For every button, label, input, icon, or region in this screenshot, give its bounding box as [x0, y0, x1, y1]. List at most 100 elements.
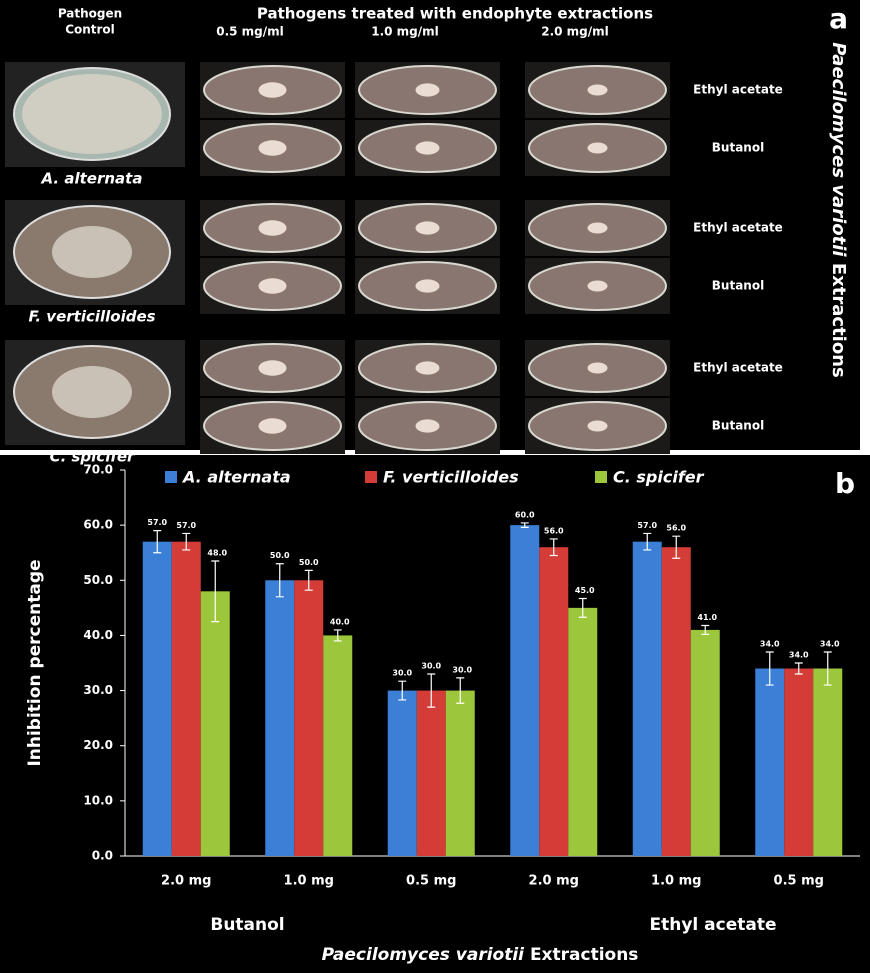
value-label: 34.0 — [760, 639, 780, 648]
error-bar — [304, 569, 313, 591]
bar — [171, 541, 201, 856]
colony — [587, 84, 608, 96]
colony — [415, 221, 440, 235]
colony — [415, 419, 440, 433]
legend-label: A. alternata — [181, 468, 291, 487]
error-bar — [765, 651, 774, 686]
panel-letter: a — [829, 2, 848, 35]
pathogen-name: C. spicifer — [50, 448, 136, 466]
error-bar — [398, 680, 407, 701]
pathogen-name: F. verticilloides — [28, 308, 155, 326]
colony — [258, 278, 287, 294]
value-label: 57.0 — [147, 518, 167, 527]
colony — [587, 222, 608, 234]
x-tick-label: 0.5 mg — [406, 874, 456, 889]
value-label: 57.0 — [176, 521, 196, 530]
value-label: 41.0 — [697, 613, 717, 622]
bar — [568, 607, 598, 856]
error-bar — [701, 624, 710, 635]
colony — [587, 362, 608, 374]
value-label: 40.0 — [330, 617, 350, 626]
error-bar — [456, 677, 465, 704]
bar — [510, 525, 540, 856]
error-bar — [549, 538, 558, 557]
colony — [258, 418, 287, 434]
control-colony — [52, 226, 132, 278]
bar — [323, 635, 353, 856]
concentration-label: 1.0 mg/ml — [371, 25, 439, 39]
x-tick-label: 1.0 mg — [651, 874, 701, 889]
y-tick-label: 0.0 — [92, 849, 113, 863]
x-axis-title: Paecilomyces variotii Extractions — [322, 945, 639, 965]
x-axis-title-italic: Paecilomyces variotii — [322, 945, 526, 965]
value-label: 56.0 — [666, 524, 686, 533]
side-title-rest: Extractions — [828, 263, 849, 378]
error-bar — [182, 532, 191, 551]
panel-b: b Inhibition percentage Paecilomyces var… — [25, 463, 860, 965]
bar — [142, 541, 172, 856]
x-tick-label: 2.0 mg — [529, 874, 579, 889]
colony — [258, 220, 287, 236]
colony — [258, 140, 287, 156]
value-label: 60.0 — [515, 510, 535, 519]
bar — [265, 580, 295, 856]
panel-header: Pathogens treated with endophyte extract… — [257, 5, 653, 23]
error-bar — [153, 530, 162, 554]
x-axis-title-rest: Extractions — [530, 945, 639, 965]
colony — [587, 420, 608, 432]
control-colony — [22, 74, 162, 154]
error-bar — [520, 522, 529, 528]
bar — [445, 690, 475, 856]
value-label: 50.0 — [299, 558, 319, 567]
error-bar — [794, 662, 803, 675]
legend-swatch — [165, 471, 177, 483]
treatment-label: Ethyl acetate — [693, 83, 783, 97]
value-label: 57.0 — [637, 521, 657, 530]
colony — [415, 279, 440, 293]
error-bar — [427, 673, 436, 708]
error-bar — [672, 535, 681, 559]
treatment-label: Butanol — [712, 279, 764, 293]
error-bar — [643, 532, 652, 551]
control-label: Control — [65, 23, 115, 37]
bar — [755, 668, 785, 856]
value-label: 30.0 — [421, 662, 441, 671]
treatment-label: Ethyl acetate — [693, 221, 783, 235]
legend-swatch — [365, 471, 377, 483]
colony — [258, 82, 287, 98]
x-tick-label: 0.5 mg — [774, 874, 824, 889]
bar — [661, 547, 691, 856]
y-tick-label: 10.0 — [83, 793, 113, 807]
treatment-label: Butanol — [712, 419, 764, 433]
y-tick-label: 20.0 — [83, 738, 113, 752]
x-tick-label: 2.0 mg — [161, 874, 211, 889]
treatment-label: Butanol — [712, 141, 764, 155]
error-bar — [211, 560, 220, 623]
bar — [200, 591, 230, 856]
side-title: Paecilomyces variotii Extractions — [828, 42, 849, 378]
value-label: 48.0 — [207, 548, 227, 557]
legend-label: C. spicifer — [613, 468, 705, 487]
y-tick-label: 30.0 — [83, 683, 113, 697]
value-label: 45.0 — [575, 586, 595, 595]
treatment-label: Ethyl acetate — [693, 361, 783, 375]
value-label: 50.0 — [270, 551, 290, 560]
legend-swatch — [595, 471, 607, 483]
error-bar — [823, 651, 832, 686]
value-label: 30.0 — [452, 665, 472, 674]
value-label: 56.0 — [544, 526, 564, 535]
bar — [539, 547, 569, 856]
panel-letter: b — [835, 467, 855, 500]
colony — [587, 280, 608, 292]
colony — [415, 83, 440, 97]
y-tick-label: 50.0 — [83, 573, 113, 587]
value-label: 34.0 — [820, 639, 840, 648]
colony — [587, 142, 608, 154]
colony — [415, 141, 440, 155]
bar — [387, 690, 417, 856]
side-title-italic: Paecilomyces variotii — [828, 42, 849, 257]
bar — [632, 541, 662, 856]
y-tick-label: 70.0 — [83, 463, 113, 477]
bar — [294, 580, 324, 856]
